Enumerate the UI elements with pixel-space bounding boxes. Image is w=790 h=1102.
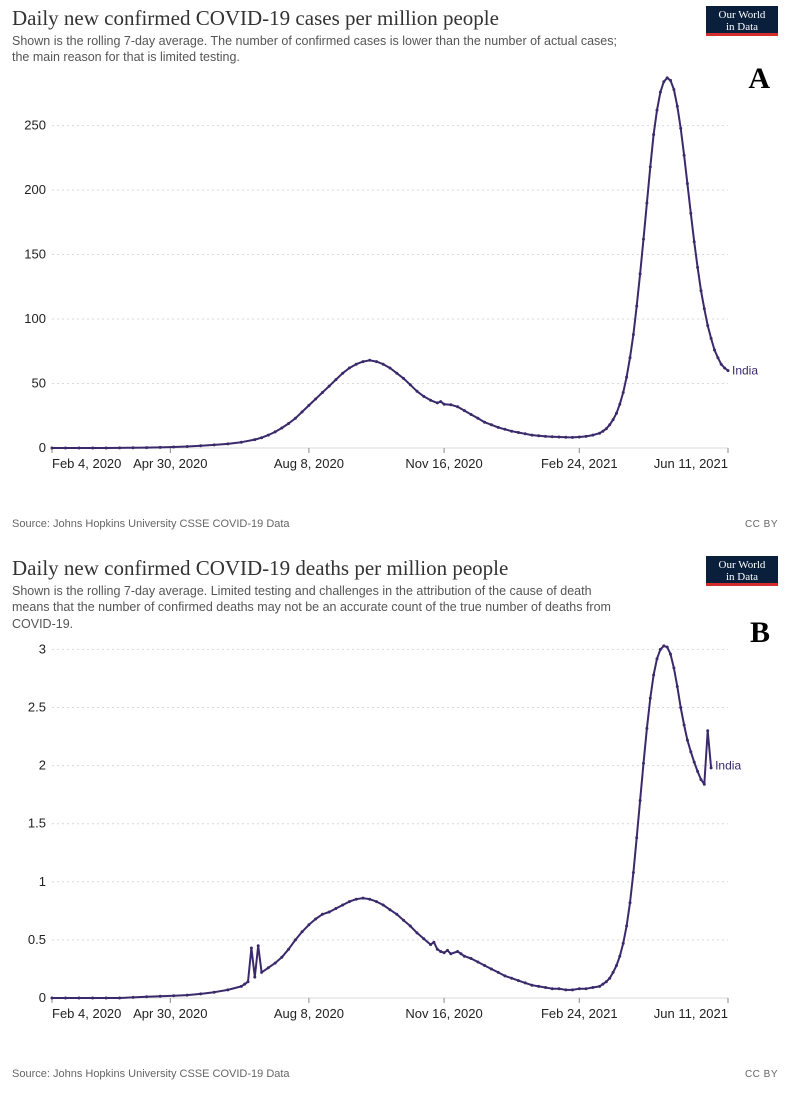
page: Our World in Data Daily new confirmed CO… [0,0,790,1102]
chart-title-a: Daily new confirmed COVID-19 cases per m… [12,6,778,31]
svg-text:Nov 16, 2020: Nov 16, 2020 [405,456,482,471]
svg-text:0.5: 0.5 [28,932,46,947]
source-a: Source: Johns Hopkins University CSSE CO… [12,518,290,530]
svg-text:Nov 16, 2020: Nov 16, 2020 [405,1006,482,1021]
source-b: Source: Johns Hopkins University CSSE CO… [12,1068,290,1080]
svg-text:Apr 30, 2020: Apr 30, 2020 [133,1006,207,1021]
svg-text:India: India [732,364,758,378]
svg-text:50: 50 [32,376,46,391]
panel-b: Our World in Data Daily new confirmed CO… [12,556,778,1086]
badge-line1-b: Our World [719,559,766,571]
svg-text:Jun 11, 2021: Jun 11, 2021 [654,456,728,471]
svg-text:2.5: 2.5 [28,700,46,715]
svg-text:1.5: 1.5 [28,816,46,831]
svg-text:Aug 8, 2020: Aug 8, 2020 [274,1006,344,1021]
svg-text:2: 2 [39,758,46,773]
svg-text:Aug 8, 2020: Aug 8, 2020 [274,456,344,471]
svg-text:India: India [715,759,741,773]
chart-svg-b: 0 0.5 1 1.5 2 2.5 3 Feb 4, 2020 Apr 30, 2020 Aug … [12,614,778,1026]
svg-text:0: 0 [39,440,46,455]
svg-text:0: 0 [39,990,46,1005]
svg-text:Feb 24, 2021: Feb 24, 2021 [541,456,618,471]
owid-badge: Our World in Data [706,6,778,36]
svg-text:1: 1 [39,874,46,889]
plot-b: 0 0.5 1 1.5 2 2.5 3 Feb 4, 2020 Apr 30, 2020 Aug … [12,614,778,1026]
svg-text:3: 3 [39,641,46,656]
panel-a: Our World in Data Daily new confirmed CO… [12,6,778,536]
owid-badge-b: Our World in Data [706,556,778,586]
svg-text:Feb 4, 2020: Feb 4, 2020 [52,456,121,471]
ccby-a: CC BY [745,519,778,530]
svg-text:Apr 30, 2020: Apr 30, 2020 [133,456,207,471]
svg-text:Jun 11, 2021: Jun 11, 2021 [654,1006,728,1021]
badge-line2: in Data [726,21,758,33]
chart-title-b: Daily new confirmed COVID-19 deaths per … [12,556,778,581]
plot-a: 0 50 100 150 200 250 Feb 4, 2020 Apr 30, 2020 Au… [12,56,778,476]
chart-svg-a: 0 50 100 150 200 250 Feb 4, 2020 Apr 30, 2020 Au… [12,56,778,476]
svg-text:100: 100 [24,311,46,326]
svg-text:Feb 24, 2021: Feb 24, 2021 [541,1006,618,1021]
badge-line1: Our World [719,9,766,21]
svg-text:250: 250 [24,118,46,133]
svg-text:Feb 4, 2020: Feb 4, 2020 [52,1006,121,1021]
badge-line2-b: in Data [726,571,758,583]
svg-text:150: 150 [24,247,46,262]
ccby-b: CC BY [745,1069,778,1080]
svg-text:200: 200 [24,182,46,197]
